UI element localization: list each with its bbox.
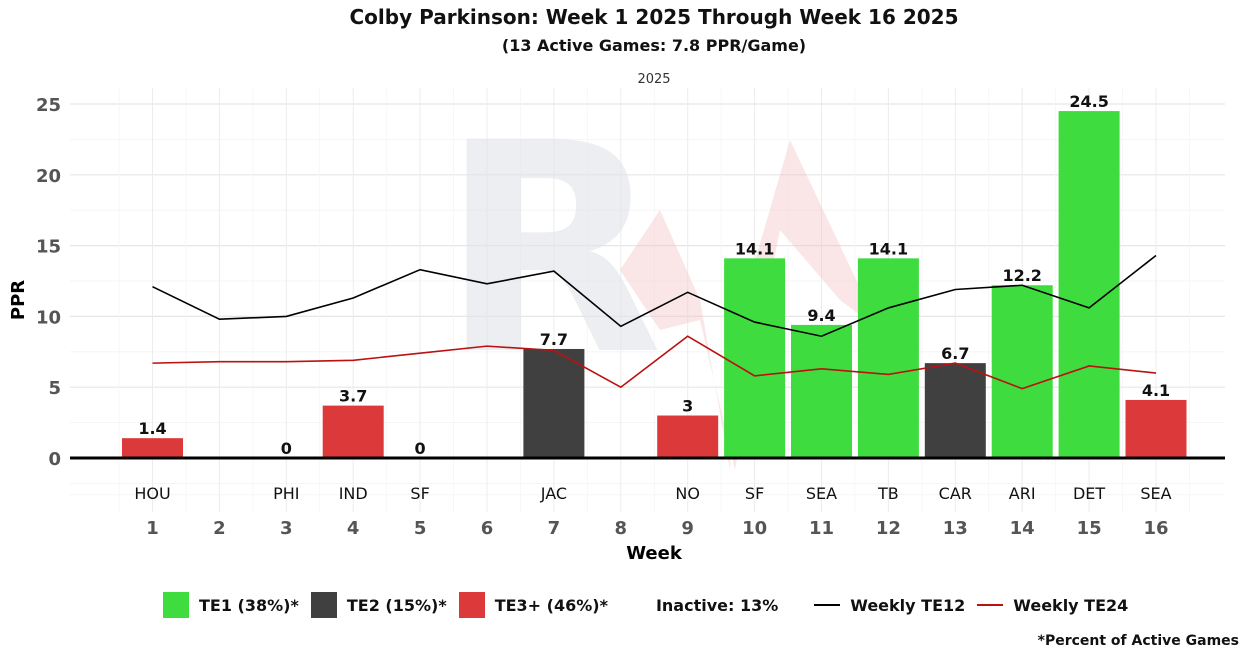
x-tick-label: 7 — [548, 518, 561, 539]
opponent-label: PHI — [273, 484, 299, 503]
line-weekly-te12 — [152, 254, 1157, 338]
opponent-label: ARI — [1009, 484, 1036, 503]
y-tick-label: 5 — [48, 378, 61, 399]
y-tick-label: 15 — [36, 237, 61, 258]
x-tick-label: 13 — [943, 518, 968, 539]
x-tick-label: 11 — [809, 518, 834, 539]
data-label: 14.1 — [869, 239, 908, 258]
data-label: 24.5 — [1069, 92, 1108, 111]
opponent-label: SEA — [806, 484, 837, 503]
x-tick-label: 4 — [347, 518, 360, 539]
chart-subtitle: (13 Active Games: 7.8 PPR/Game) — [501, 36, 807, 55]
legend-te1: TE1 (38%)* — [163, 592, 299, 618]
opponent-label: HOU — [134, 484, 170, 503]
bar-week-9 — [657, 415, 719, 458]
bar-week-4 — [322, 405, 384, 458]
data-label: 7.7 — [540, 330, 568, 349]
data-label: 14.1 — [735, 239, 774, 258]
chart-title: Colby Parkinson: Week 1 2025 Through Wee… — [349, 5, 959, 29]
x-tick-label: 15 — [1077, 518, 1102, 539]
y-tick-label: 0 — [48, 449, 61, 470]
x-tick-label: 9 — [681, 518, 694, 539]
y-tick-label: 25 — [36, 95, 61, 116]
legend-te3-swatch — [458, 592, 485, 618]
legend-inactive: Inactive: 13% — [656, 596, 778, 615]
opponent-label: SF — [410, 484, 429, 503]
x-tick-label: 12 — [876, 518, 901, 539]
opponent-label: NO — [675, 484, 700, 503]
bar-week-15 — [1058, 111, 1120, 458]
bar-week-7 — [523, 348, 585, 458]
y-axis-title: PPR — [8, 280, 29, 320]
legend-te3: TE3+ (46%)* — [458, 592, 608, 618]
legend-te2-label: TE2 (15%)* — [346, 595, 447, 615]
data-label: 9.4 — [807, 306, 835, 325]
footnote: *Percent of Active Games — [1037, 633, 1239, 649]
legend: TE1 (38%)* TE2 (15%)* TE3+ (46%)* Inacti… — [163, 592, 1140, 618]
opponent-label: IND — [339, 484, 368, 503]
legend-te1-swatch — [163, 592, 189, 618]
opponent-label: SEA — [1140, 484, 1171, 503]
bars — [122, 111, 1187, 458]
opponent-label: CAR — [939, 484, 972, 503]
x-tick-label: 10 — [742, 518, 767, 539]
opponent-label: TB — [877, 484, 899, 503]
bar-week-1 — [122, 438, 183, 458]
data-label: 6.7 — [941, 344, 969, 363]
legend-te3-label: TE3+ (46%)* — [494, 595, 608, 615]
line-weekly-te24 — [152, 335, 1157, 390]
legend-inactive-label: Inactive: 13% — [655, 595, 779, 615]
data-label: 1.4 — [138, 419, 166, 438]
legend-te12-line — [814, 604, 841, 606]
data-label: 0 — [281, 439, 292, 458]
x-tick-label: 5 — [414, 518, 427, 539]
y-tick-label: 10 — [36, 307, 61, 328]
data-label: 3.7 — [339, 387, 367, 406]
data-label: 4.1 — [1142, 381, 1170, 400]
opponent-label: DET — [1073, 484, 1105, 503]
data-labels: 1.4 0 3.7 0 7.7 3 14.1 9.4 14.1 6.7 12.2 24.5 4.1 — [138, 92, 1170, 458]
legend-te24-line — [977, 604, 1004, 606]
bar-week-14 — [991, 285, 1053, 458]
legend-te1-label: TE1 (38%)* — [199, 595, 299, 615]
bar-week-10 — [724, 258, 786, 458]
x-tick-label: 14 — [1010, 518, 1035, 539]
legend-te2-swatch — [310, 592, 337, 618]
legend-te24-label: Weekly TE24 — [1013, 595, 1129, 615]
x-tick-label: 1 — [146, 518, 159, 539]
bar-week-16 — [1125, 399, 1187, 458]
data-label: 3 — [682, 397, 693, 416]
opponent-label: SF — [745, 484, 764, 503]
ppr-chart: R 2025 1.403.707.7314.19.414.16.712.224.… — [8, 72, 1225, 564]
bar-week-13 — [924, 363, 986, 458]
facet-label: 2025 — [637, 72, 670, 87]
y-tick-label: 20 — [36, 166, 61, 187]
bar-week-11 — [791, 324, 852, 458]
legend-te12: Weekly TE12 — [814, 596, 965, 615]
legend-te2: TE2 (15%)* — [310, 592, 447, 618]
x-tick-label: 16 — [1143, 518, 1168, 539]
data-label: 12.2 — [1002, 266, 1041, 285]
x-tick-label: 6 — [481, 518, 494, 539]
reference-lines — [152, 254, 1157, 390]
data-label: 0 — [415, 439, 426, 458]
legend-te24: Weekly TE24 — [977, 596, 1128, 615]
x-tick-label: 3 — [280, 518, 293, 539]
legend-te12-label: Weekly TE12 — [850, 595, 966, 615]
x-tick-label: 8 — [615, 518, 628, 539]
x-axis-title: Week — [626, 543, 683, 564]
opponent-label: JAC — [540, 484, 567, 503]
x-tick-label: 2 — [213, 518, 226, 539]
bar-week-12 — [857, 258, 919, 458]
